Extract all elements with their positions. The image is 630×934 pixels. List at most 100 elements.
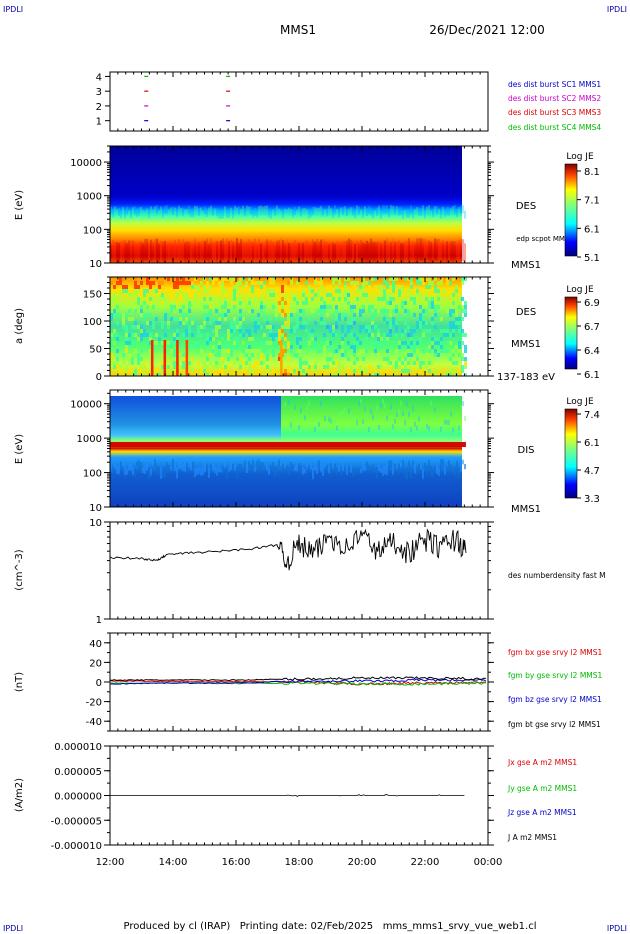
spectro-pixel [140,281,143,285]
spectro-pixel [258,205,260,214]
spectro-pixel [290,345,293,349]
spectro-pixel [260,325,263,329]
spectro-pixel [248,361,251,365]
spectro-pixel [125,333,128,337]
dis-spectrogram-late [281,396,462,507]
spectro-pixel [167,325,170,329]
spectro-pixel [410,281,413,285]
spectro-pixel [305,329,308,333]
spectro-pixel [352,241,354,263]
spectro-pixel [314,281,317,285]
spectro-pixel [366,208,368,217]
spectro-pixel [116,242,118,263]
corner-label-bl: IPDLI [3,924,23,933]
spectro-pixel [396,411,398,417]
spectro-pixel [360,239,362,262]
spectro-pixel [230,333,233,337]
spectro-pixel [338,289,341,293]
spectro-pixel [197,285,200,289]
spectro-pixel [287,345,290,349]
spectro-pixel [198,242,200,263]
spectro-pixel [350,309,353,313]
spectro-pixel [239,325,242,329]
spectro-pixel [185,329,188,333]
spectro-pixel [292,417,294,423]
spectro-pixel [408,411,410,417]
spectro-pixel [266,369,269,373]
spectro-pixel [194,467,196,478]
spectro-pixel [236,297,239,301]
spectro-pixel [344,313,347,317]
spectro-pixel [257,321,260,325]
bfield-legend-entry: fgm bx gse srvy l2 MMS1 [508,648,603,657]
spectro-pixel [161,361,164,365]
spectro-pixel [236,289,239,293]
spectro-pixel [239,281,242,285]
spectro-pixel [320,321,323,325]
spectro-pixel [170,207,172,216]
spectro-pixel [326,337,329,341]
spectro-pixel [407,369,410,373]
spectro-pixel [167,373,170,376]
spectro-pixel [280,462,282,467]
spectro-pixel [272,349,275,353]
spectro-pixel [164,301,167,305]
spectro-pixel [251,309,254,313]
spectro-pixel [408,460,410,469]
spectro-pixel [287,305,290,309]
spectro-pixel [230,325,233,329]
spectro-pixel [422,333,425,337]
spectro-pixel [434,305,437,309]
spectro-pixel [354,416,356,422]
spectro-pixel [118,465,120,475]
spectro-pixel [323,333,326,337]
spectro-pixel [294,239,296,262]
spectro-pixel [254,208,256,217]
spectro-pixel [269,317,272,321]
spectro-pixel [398,341,401,345]
spectro-pixel [464,357,467,361]
spectro-pixel [392,205,394,214]
spectro-pixel [358,243,360,263]
spectro-pixel [314,277,317,281]
spectro-pixel [149,297,152,301]
spectro-pixel [368,333,371,337]
spectro-pixel [335,361,338,365]
panel-density: 101 (cm^-3) des numberdensity fast M [14,518,606,626]
spectro-pixel [212,305,215,309]
spectro-pixel [182,208,184,217]
spectro-pixel [264,205,266,214]
spectro-pixel [329,357,332,361]
spectro-pixel [209,305,212,309]
spectro-pixel [410,329,413,333]
spectro-pixel [310,424,312,430]
spectro-pixel [425,309,428,313]
spectro-pixel [218,361,221,365]
spectro-pixel [230,281,233,285]
spectro-pixel [248,297,251,301]
spectro-pixel [446,309,449,313]
spectro-pixel [284,369,287,373]
spectro-pixel [401,361,404,365]
spectro-pixel [461,333,464,337]
spectro-pixel [308,341,311,345]
current-legend-entry: J A m2 MMS1 [507,833,557,842]
spectro-pixel [298,206,300,215]
spectro-pixel [131,333,134,337]
spectro-pixel [224,206,226,215]
spectro-pixel [170,369,173,373]
spectro-pixel [458,297,461,301]
spectro-pixel [326,369,329,373]
spectro-pixel [185,297,188,301]
spectro-pixel [396,242,398,263]
spectro-pixel [362,293,365,297]
spectro-pixel [329,293,332,297]
spectro-pixel [146,208,148,217]
spectro-pixel [434,285,437,289]
spectro-pixel [318,421,320,427]
spectro-pixel [365,293,368,297]
spectro-pixel [350,281,353,285]
spectro-pixel [320,205,322,214]
spectro-pixel [236,345,239,349]
